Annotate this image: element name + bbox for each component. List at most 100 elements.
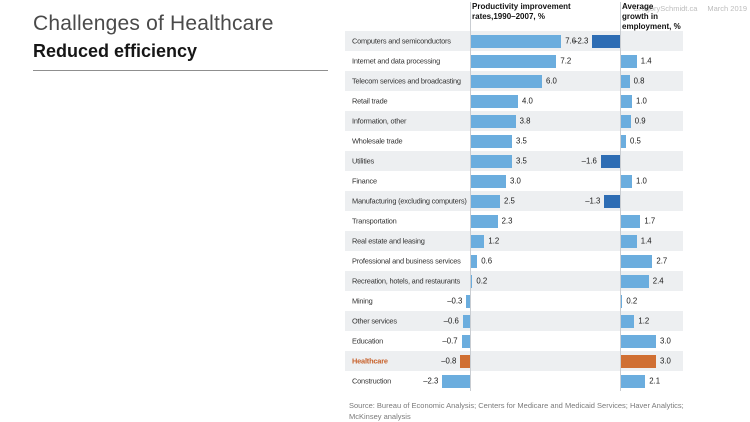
chart-row: Utilities 3.5 –1.6 (345, 151, 683, 171)
chart-row: Transportation 2.3 1.7 (345, 211, 683, 231)
category-label: Healthcare (352, 356, 388, 366)
employment-bar (620, 254, 653, 268)
chart: Productivity improvement rates,1990–2007,… (345, 0, 683, 395)
productivity-bar (470, 274, 473, 288)
productivity-value-label: 3.5 (516, 136, 527, 146)
productivity-value-label: 7.2 (560, 56, 572, 66)
productivity-value-label: 0.6 (481, 256, 493, 266)
employment-value-label: 1.4 (640, 56, 652, 66)
employment-bar (620, 174, 632, 188)
column-header-line: Average (622, 2, 654, 11)
employment-value-label: 1.0 (636, 176, 647, 186)
productivity-value-label: –0.3 (447, 296, 463, 306)
productivity-value-label: –0.7 (442, 336, 458, 346)
category-label: Education (352, 336, 384, 346)
watermark-site: GregorySchmidt.ca (633, 4, 698, 13)
employment-bar (620, 274, 649, 288)
category-label: Retail trade (352, 96, 388, 106)
employment-zero-axis (620, 2, 621, 391)
page-subtitle: Reduced efficiency (33, 41, 198, 61)
category-label: Real estate and leasing (352, 236, 425, 246)
productivity-bar (470, 194, 500, 208)
productivity-bar (470, 154, 512, 168)
productivity-bar (470, 94, 518, 108)
productivity-zero-axis (470, 2, 471, 391)
employment-value-label: 1.7 (644, 216, 656, 226)
productivity-bar (466, 294, 470, 308)
productivity-bar (470, 74, 542, 88)
productivity-value-label: 0.2 (476, 276, 488, 286)
employment-value-label: 0.8 (633, 76, 645, 86)
source-note: Source: Bureau of Economic Analysis; Cen… (349, 401, 741, 422)
employment-value-label: –1.3 (585, 196, 601, 206)
chart-rows: Computers and semiconductors 7.6 –2.3 Inter… (345, 31, 683, 391)
category-label: Finance (352, 176, 377, 186)
employment-bar (620, 354, 656, 368)
chart-row: Computers and semiconductors 7.6 –2.3 (345, 31, 683, 51)
watermark-date: March 2019 (707, 4, 747, 13)
chart-row: Internet and data processing 7.2 1.4 (345, 51, 683, 71)
chart-row: Mining –0.3 0.2 (345, 291, 683, 311)
productivity-bar (462, 314, 470, 328)
employment-value-label: 0.9 (634, 116, 646, 126)
column-header-line: growth in (622, 11, 658, 21)
title-divider (33, 70, 328, 71)
employment-value-label: 1.4 (640, 236, 652, 246)
category-label: Mining (352, 296, 373, 306)
chart-row: Construction –2.3 2.1 (345, 371, 683, 391)
employment-bar (620, 234, 637, 248)
employment-value-label: 0.5 (630, 136, 641, 146)
productivity-bar (470, 254, 478, 268)
category-label: Recreation, hotels, and restaurants (352, 276, 461, 286)
category-label: Information, other (352, 116, 407, 126)
employment-bar (620, 114, 631, 128)
employment-value-label: 2.4 (652, 276, 664, 286)
employment-value-label: 3.0 (660, 336, 671, 346)
chart-row: Professional and business services 0.6 2.7 (345, 251, 683, 271)
category-label: Computers and semiconductors (352, 36, 451, 46)
chart-row: Retail trade 4.0 1.0 (345, 91, 683, 111)
category-label: Construction (352, 376, 392, 386)
productivity-bar (470, 174, 506, 188)
employment-bar (620, 334, 656, 348)
source-line-1: Source: Bureau of Economic Analysis; Cen… (349, 401, 684, 410)
chart-row: Real estate and leasing 1.2 1.4 (345, 231, 683, 251)
productivity-bar (470, 114, 516, 128)
employment-value-label: 1.0 (636, 96, 647, 106)
category-label: Manufacturing (excluding computers) (352, 196, 467, 206)
chart-row: Manufacturing (excluding computers) 2.5 –1… (345, 191, 683, 211)
chart-row: Healthcare –0.8 3.0 (345, 351, 683, 371)
productivity-bar (470, 54, 557, 68)
chart-row: Recreation, hotels, and restaurants 0.2 2.… (345, 271, 683, 291)
chart-row: Telecom services and broadcasting 6.0 0.8 (345, 71, 683, 91)
employment-value-label: 0.2 (626, 296, 638, 306)
productivity-value-label: –0.6 (443, 316, 459, 326)
employment-bar (620, 54, 637, 68)
productivity-value-label: 2.3 (501, 216, 513, 226)
employment-value-label: 2.1 (649, 376, 661, 386)
page-title: Challenges of Healthcare (33, 12, 274, 35)
productivity-value-label: –0.8 (441, 356, 457, 366)
employment-value-label: 3.0 (660, 356, 671, 366)
productivity-value-label: 3.0 (510, 176, 521, 186)
column-header-line: employment, % (622, 21, 681, 31)
chart-row: Finance 3.0 1.0 (345, 171, 683, 191)
employment-bar (620, 134, 626, 148)
employment-value-label: 1.2 (638, 316, 650, 326)
productivity-bar (442, 374, 470, 388)
productivity-value-label: 7.6 (565, 36, 577, 46)
productivity-value-label: 1.2 (488, 236, 500, 246)
category-label: Telecom services and broadcasting (352, 76, 461, 86)
category-label: Transportation (352, 216, 397, 226)
category-label: Utilities (352, 156, 375, 166)
productivity-bar (470, 134, 512, 148)
employment-bar (592, 34, 620, 48)
employment-bar (620, 374, 646, 388)
chart-row: Other services –0.6 1.2 (345, 311, 683, 331)
productivity-value-label: 3.5 (516, 156, 527, 166)
employment-bar (620, 94, 632, 108)
employment-bar (620, 74, 630, 88)
chart-row: Wholesale trade 3.5 0.5 (345, 131, 683, 151)
productivity-value-label: 6.0 (546, 76, 557, 86)
